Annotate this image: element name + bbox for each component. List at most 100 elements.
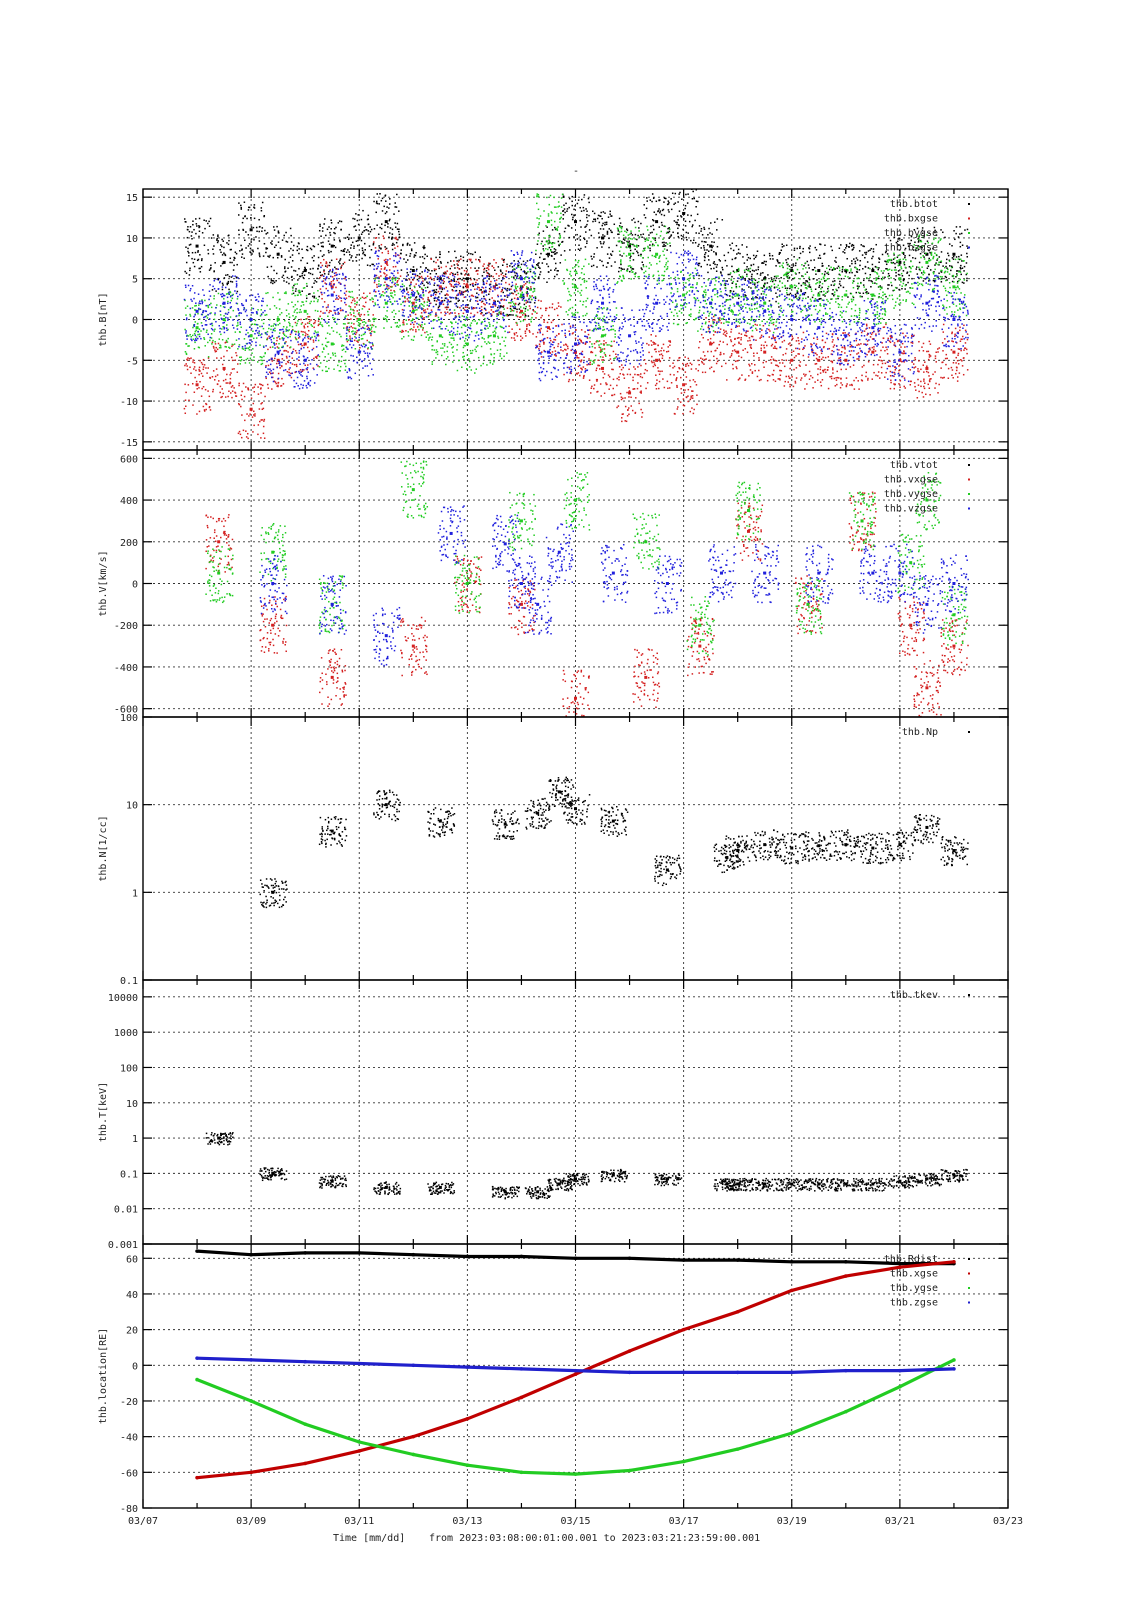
scatter-dot xyxy=(437,265,440,267)
scatter-dot xyxy=(557,270,559,272)
scatter-dot xyxy=(841,384,844,386)
data-point xyxy=(438,334,442,338)
scatter-dot xyxy=(388,203,391,205)
scatter-dot xyxy=(510,271,513,273)
scatter-dot xyxy=(312,259,315,262)
scatter-dot xyxy=(720,353,722,356)
scatter-dot xyxy=(604,221,606,224)
scatter-dot xyxy=(208,406,211,408)
scatter-dot xyxy=(508,331,511,333)
scatter-dot xyxy=(454,312,456,314)
scatter-dot xyxy=(499,306,502,308)
scatter-dot xyxy=(533,302,536,304)
scatter-dot xyxy=(731,353,733,355)
scatter-dot xyxy=(520,339,522,341)
scatter-dot xyxy=(477,269,479,272)
scatter-dot xyxy=(867,377,869,380)
scatter-dot xyxy=(321,351,324,353)
scatter-dot xyxy=(833,377,836,380)
scatter-dot xyxy=(426,308,429,310)
scatter-dot xyxy=(272,282,274,285)
scatter-dot xyxy=(374,247,377,249)
scatter-dot xyxy=(425,267,427,269)
scatter-dot xyxy=(252,249,254,251)
scatter-dot xyxy=(730,331,732,333)
scatter-dot xyxy=(632,388,634,390)
scatter-dot xyxy=(325,234,327,237)
scatter-dot xyxy=(306,318,308,320)
data-point xyxy=(574,220,577,224)
scatter-dot xyxy=(322,241,324,244)
scatter-dot xyxy=(391,233,394,235)
scatter-dot xyxy=(651,243,654,245)
scatter-dot xyxy=(615,244,618,247)
scatter-dot xyxy=(440,321,442,323)
scatter-dot xyxy=(504,273,507,275)
scatter-dot xyxy=(324,344,327,347)
scatter-dot xyxy=(686,362,689,365)
scatter-dot xyxy=(333,231,335,234)
scatter-dot xyxy=(297,359,300,362)
scatter-dot xyxy=(898,288,900,291)
scatter-dot xyxy=(260,403,262,405)
scatter-dot xyxy=(373,228,376,230)
scatter-dot xyxy=(818,284,821,287)
scatter-dot xyxy=(367,223,370,225)
scatter-dot xyxy=(708,259,710,261)
scatter-dot xyxy=(275,324,277,327)
scatter-dot xyxy=(244,349,247,351)
scatter-dot xyxy=(272,296,274,299)
scatter-dot xyxy=(451,322,453,325)
scatter-dot xyxy=(732,345,734,347)
scatter-dot xyxy=(952,255,955,258)
scatter-dot xyxy=(928,280,930,282)
scatter-dot xyxy=(391,237,393,240)
scatter-dot xyxy=(957,331,959,333)
scatter-dot xyxy=(885,263,888,266)
scatter-dot xyxy=(944,338,946,340)
scatter-dot xyxy=(670,208,673,211)
scatter-dot xyxy=(517,260,520,262)
scatter-dot xyxy=(360,218,363,221)
scatter-dot xyxy=(229,261,231,264)
scatter-dot xyxy=(194,341,196,344)
scatter-dot xyxy=(966,256,969,258)
scatter-dot xyxy=(451,334,454,337)
scatter-dot xyxy=(476,296,479,299)
scatter-dot xyxy=(197,322,199,325)
scatter-dot xyxy=(586,364,588,366)
scatter-dot xyxy=(338,370,341,372)
scatter-dot xyxy=(358,325,361,327)
scatter-dot xyxy=(212,390,214,393)
scatter-dot xyxy=(708,250,710,252)
scatter-dot xyxy=(259,255,261,258)
scatter-dot xyxy=(415,305,418,307)
scatter-dot xyxy=(266,232,269,234)
scatter-dot xyxy=(526,325,528,328)
scatter-dot xyxy=(273,246,276,249)
scatter-dot xyxy=(406,298,409,300)
scatter-dot xyxy=(738,332,740,335)
scatter-dot xyxy=(420,303,423,305)
scatter-dot xyxy=(241,221,244,224)
scatter-dot xyxy=(188,252,190,254)
scatter-dot xyxy=(942,323,945,326)
scatter-dot xyxy=(452,337,454,339)
scatter-dot xyxy=(608,246,610,249)
scatter-dot xyxy=(781,362,784,364)
scatter-dot xyxy=(446,306,448,308)
scatter-dot xyxy=(325,309,328,312)
scatter-dot xyxy=(386,274,388,276)
scatter-dot xyxy=(339,262,341,265)
scatter-dot xyxy=(309,338,312,341)
scatter-dot xyxy=(306,346,309,349)
scatter-dot xyxy=(770,345,773,347)
scatter-dot xyxy=(561,240,564,243)
scatter-dot xyxy=(554,350,557,352)
scatter-dot xyxy=(817,379,819,381)
scatter-dot xyxy=(196,259,199,262)
scatter-dot xyxy=(400,252,402,255)
scatter-dot xyxy=(844,346,846,349)
scatter-dot xyxy=(731,258,734,261)
scatter-dot xyxy=(655,213,657,216)
